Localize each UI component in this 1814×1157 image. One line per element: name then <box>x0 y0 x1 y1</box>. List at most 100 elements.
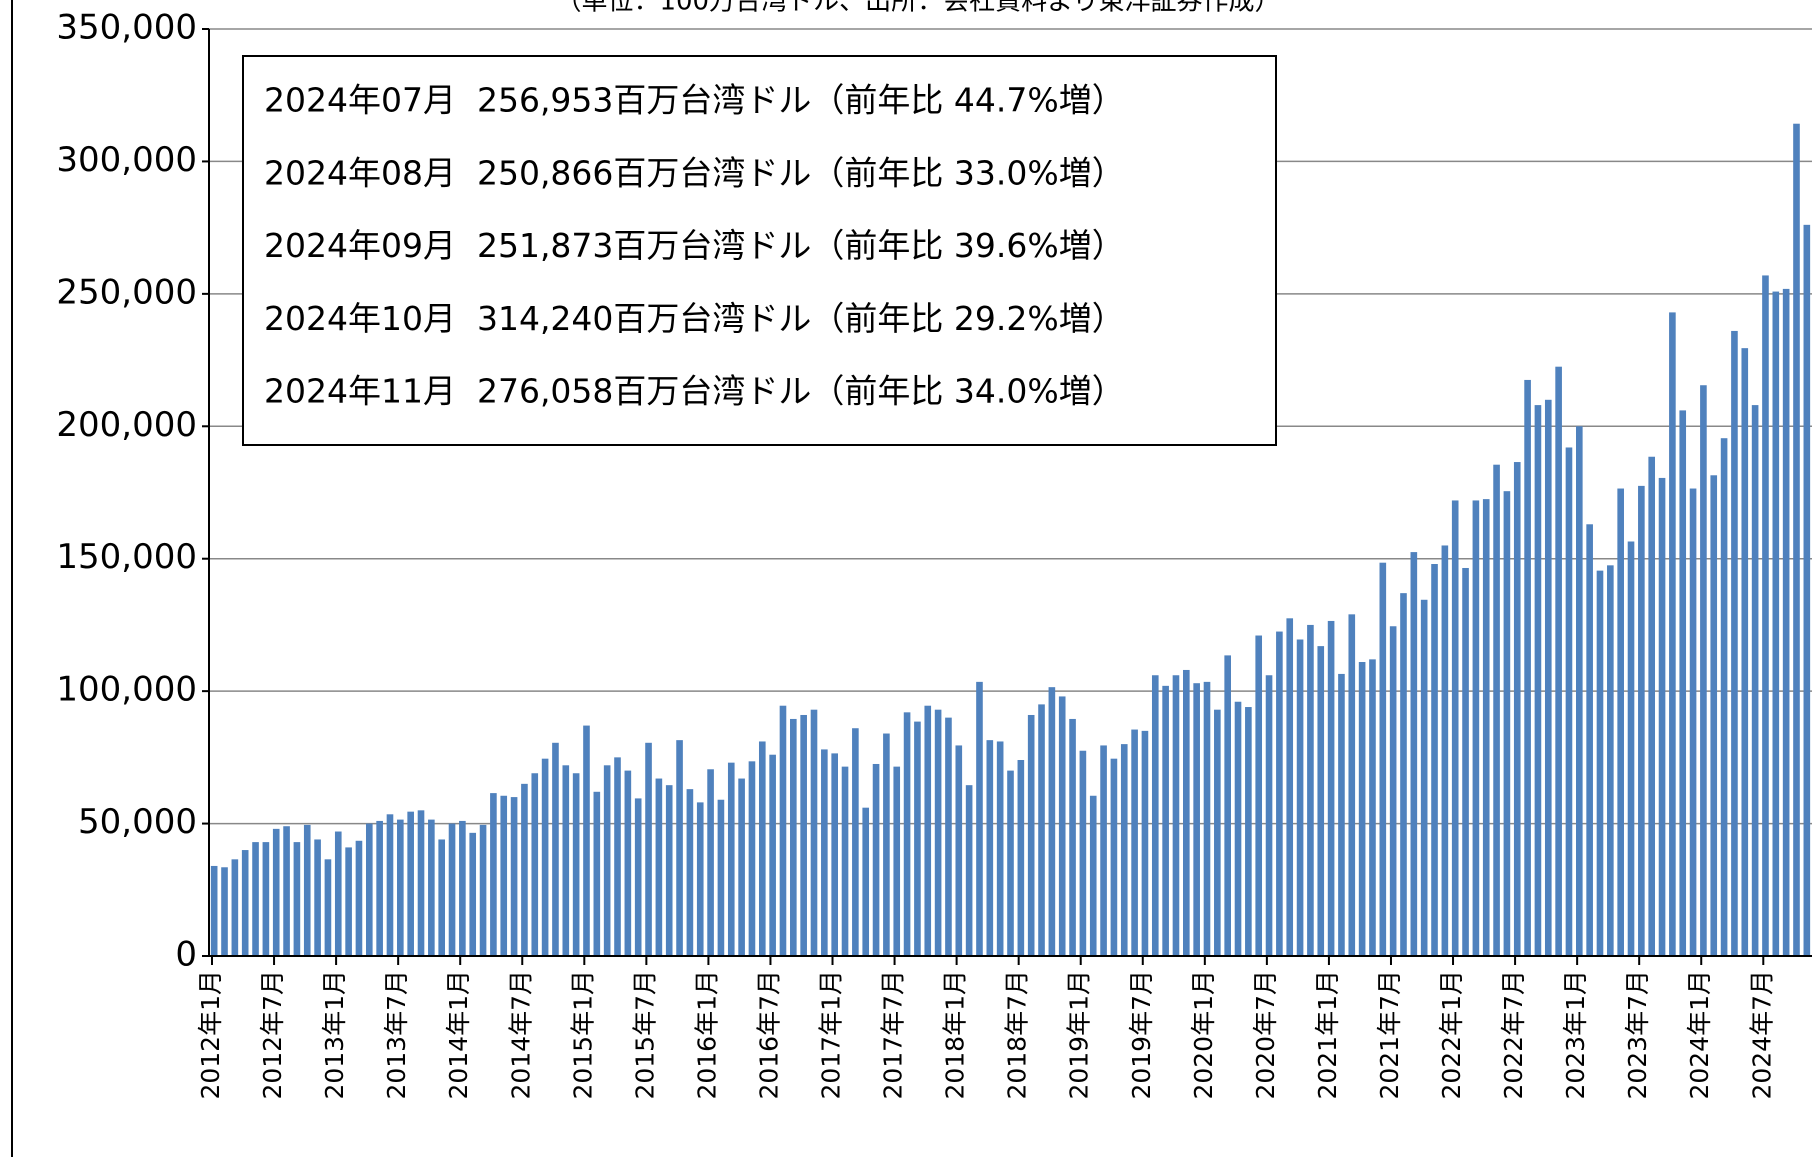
annotation: 2024年10月 314,240百万台湾ドル（前年比 29.2%増） <box>264 299 1125 338</box>
y-tick-label: 200,000 <box>56 405 197 445</box>
bar <box>914 721 921 956</box>
bar <box>1317 646 1325 956</box>
bar <box>1689 488 1697 956</box>
bar <box>1027 714 1035 956</box>
bar <box>1669 312 1676 956</box>
bar <box>603 765 611 956</box>
x-tick-label: 2014年1月 <box>444 970 473 1100</box>
bar <box>1700 385 1707 956</box>
bar <box>1348 614 1356 956</box>
bar <box>1493 464 1500 956</box>
bar <box>510 797 518 956</box>
bar <box>469 832 477 956</box>
bar <box>479 824 487 956</box>
bar <box>1120 744 1128 956</box>
bar <box>1638 485 1645 956</box>
bar <box>262 842 270 956</box>
y-tick-label: 50,000 <box>78 802 197 842</box>
bar <box>1214 709 1221 956</box>
bar <box>862 807 870 956</box>
bar <box>903 712 911 956</box>
bar <box>1141 730 1149 956</box>
bar <box>1286 618 1294 956</box>
bar <box>800 714 807 956</box>
x-tick-label: 2013年1月 <box>320 970 349 1100</box>
bar <box>727 762 735 956</box>
bar <box>500 795 508 956</box>
bar <box>272 828 280 956</box>
y-tick-label: 300,000 <box>56 140 197 180</box>
bar <box>293 842 301 956</box>
bar <box>872 763 880 956</box>
bar <box>1751 405 1759 956</box>
bar <box>210 865 218 956</box>
bar <box>1307 624 1314 956</box>
bar <box>1410 552 1418 956</box>
y-tick-label: 0 <box>175 935 197 975</box>
bar <box>934 709 942 956</box>
bar <box>438 839 446 956</box>
bar <box>531 773 539 956</box>
bar <box>1193 683 1200 956</box>
x-tick-label: 2017年7月 <box>879 970 908 1100</box>
bar <box>676 740 683 956</box>
x-tick-label: 2019年1月 <box>1065 970 1094 1100</box>
bar <box>996 741 1004 956</box>
bar <box>1162 685 1169 956</box>
bar <box>665 785 673 956</box>
bar <box>965 785 973 956</box>
bar <box>355 840 363 956</box>
bar <box>707 769 714 956</box>
bar <box>1100 745 1107 956</box>
bar <box>831 753 838 956</box>
bar <box>1762 275 1769 956</box>
bar <box>231 859 239 956</box>
bar <box>490 793 497 956</box>
bar <box>324 859 332 956</box>
bar <box>1245 707 1252 956</box>
bar <box>365 823 373 956</box>
bar <box>738 778 745 956</box>
bar <box>1048 687 1056 956</box>
bar <box>583 725 590 956</box>
bar <box>696 802 704 956</box>
annotation: 2024年07月 256,953百万台湾ドル（前年比 44.7%増） <box>264 81 1125 120</box>
bar <box>1565 447 1573 956</box>
bar <box>428 819 435 956</box>
annotation: 2024年11月 276,058百万台湾ドル（前年比 34.0%増） <box>264 372 1125 411</box>
bar <box>1358 662 1366 956</box>
x-tick-label: 2012年1月 <box>196 970 225 1100</box>
bar <box>645 742 652 956</box>
bar <box>1658 477 1666 956</box>
bar <box>1089 795 1097 956</box>
x-tick-label: 2020年7月 <box>1251 970 1280 1100</box>
bar <box>1607 565 1614 956</box>
x-tick-label: 2020年1月 <box>1189 970 1218 1100</box>
bar <box>521 783 528 956</box>
bar <box>1720 438 1728 956</box>
bar <box>1058 696 1066 956</box>
x-tick-label: 2022年1月 <box>1437 970 1466 1100</box>
bar <box>1172 675 1180 956</box>
bar <box>1482 499 1490 956</box>
bar <box>1524 379 1531 957</box>
x-tick-label: 2017年1月 <box>817 970 846 1100</box>
bar <box>945 717 952 956</box>
bar <box>1555 366 1562 956</box>
annotation: 2024年09月 251,873百万台湾ドル（前年比 39.6%増） <box>264 226 1125 265</box>
bar <box>345 847 352 956</box>
x-tick-label: 2023年7月 <box>1623 970 1652 1100</box>
bar <box>1534 405 1542 956</box>
y-tick-label: 250,000 <box>56 272 197 312</box>
x-tick-label: 2016年7月 <box>754 970 783 1100</box>
bar <box>986 740 994 956</box>
bar <box>841 766 849 956</box>
bar <box>334 831 342 956</box>
bar <box>717 799 725 956</box>
bar <box>1110 758 1118 956</box>
bar <box>397 819 404 956</box>
bar <box>1513 462 1521 956</box>
bar <box>1017 760 1025 956</box>
bar <box>1679 410 1687 956</box>
